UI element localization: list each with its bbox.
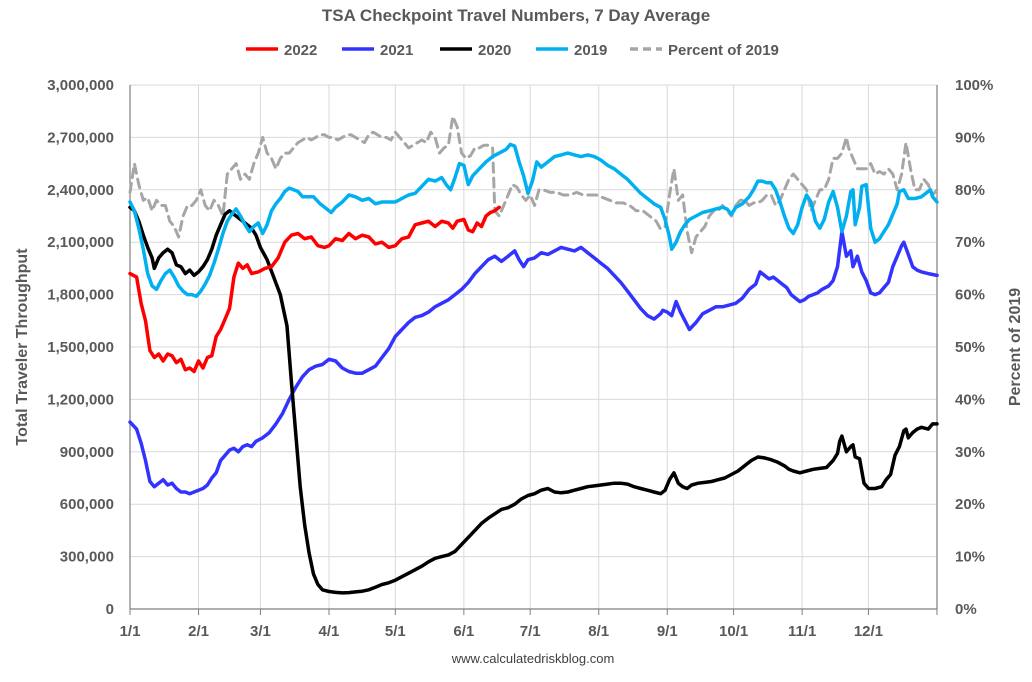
y-tick-label: 2,400,000 bbox=[47, 182, 114, 199]
y-tick-label: 0 bbox=[106, 601, 114, 618]
y-tick-label: 2,100,000 bbox=[47, 234, 114, 251]
y2-tick-label: 10% bbox=[955, 549, 985, 566]
source-credit: www.calculatedriskblog.com bbox=[451, 651, 615, 666]
y2-tick-label: 100% bbox=[955, 77, 993, 94]
y2-tick-label: 0% bbox=[955, 601, 977, 618]
x-tick-label: 4/1 bbox=[319, 623, 340, 640]
series-line-percent-of-2019 bbox=[128, 114, 939, 255]
y-tick-label: 900,000 bbox=[60, 444, 114, 461]
legend: 2022 2021 2020 2019 Percent of 2019 bbox=[246, 42, 779, 59]
y-tick-label: 3,000,000 bbox=[47, 77, 114, 94]
x-tick-label: 9/1 bbox=[657, 623, 678, 640]
y-tick-label: 1,500,000 bbox=[47, 339, 114, 356]
y2-tick-label: 80% bbox=[955, 182, 985, 199]
y2-axis-title: Percent of 2019 bbox=[1007, 288, 1024, 406]
x-tick-label: 3/1 bbox=[250, 623, 271, 640]
y-axis-title: Total Traveler Throughput bbox=[14, 248, 31, 446]
y2-tick-label: 90% bbox=[955, 129, 985, 146]
x-tick-label: 2/1 bbox=[188, 623, 209, 640]
axes: 0 300,000 600,000 900,000 1,200,000 1,500,000… bbox=[47, 77, 993, 640]
x-tick-label: 8/1 bbox=[588, 623, 609, 640]
y-tick-label: 1,200,000 bbox=[47, 391, 114, 408]
x-tick-label: 5/1 bbox=[385, 623, 406, 640]
y-tick-label: 300,000 bbox=[60, 549, 114, 566]
legend-label: 2021 bbox=[380, 42, 413, 59]
y2-tick-label: 30% bbox=[955, 444, 985, 461]
series-line-2021 bbox=[128, 229, 939, 496]
y2-tick-label: 20% bbox=[955, 496, 985, 513]
y-tick-label: 600,000 bbox=[60, 496, 114, 513]
y-tick-label: 2,700,000 bbox=[47, 129, 114, 146]
legend-label: Percent of 2019 bbox=[668, 42, 779, 59]
series-line-2019 bbox=[128, 142, 939, 299]
x-tick-label: 7/1 bbox=[520, 623, 541, 640]
legend-label: 2019 bbox=[574, 42, 607, 59]
y2-tick-label: 70% bbox=[955, 234, 985, 251]
y2-tick-label: 40% bbox=[955, 391, 985, 408]
series-line-2020 bbox=[128, 205, 939, 595]
x-tick-label: 6/1 bbox=[453, 623, 474, 640]
series-layer bbox=[128, 114, 939, 595]
legend-label: 2020 bbox=[478, 42, 511, 59]
x-tick-label: 10/1 bbox=[719, 623, 748, 640]
legend-label: 2022 bbox=[284, 42, 317, 59]
x-tick-label: 1/1 bbox=[120, 623, 141, 640]
y2-tick-label: 50% bbox=[955, 339, 985, 356]
gridlines bbox=[130, 84, 937, 609]
series-line-2022 bbox=[128, 205, 501, 374]
x-tick-label: 11/1 bbox=[788, 623, 816, 640]
chart-title: TSA Checkpoint Travel Numbers, 7 Day Ave… bbox=[322, 6, 710, 25]
y2-tick-label: 60% bbox=[955, 287, 985, 304]
y-tick-label: 1,800,000 bbox=[47, 287, 114, 304]
x-tick-label: 12/1 bbox=[854, 623, 883, 640]
